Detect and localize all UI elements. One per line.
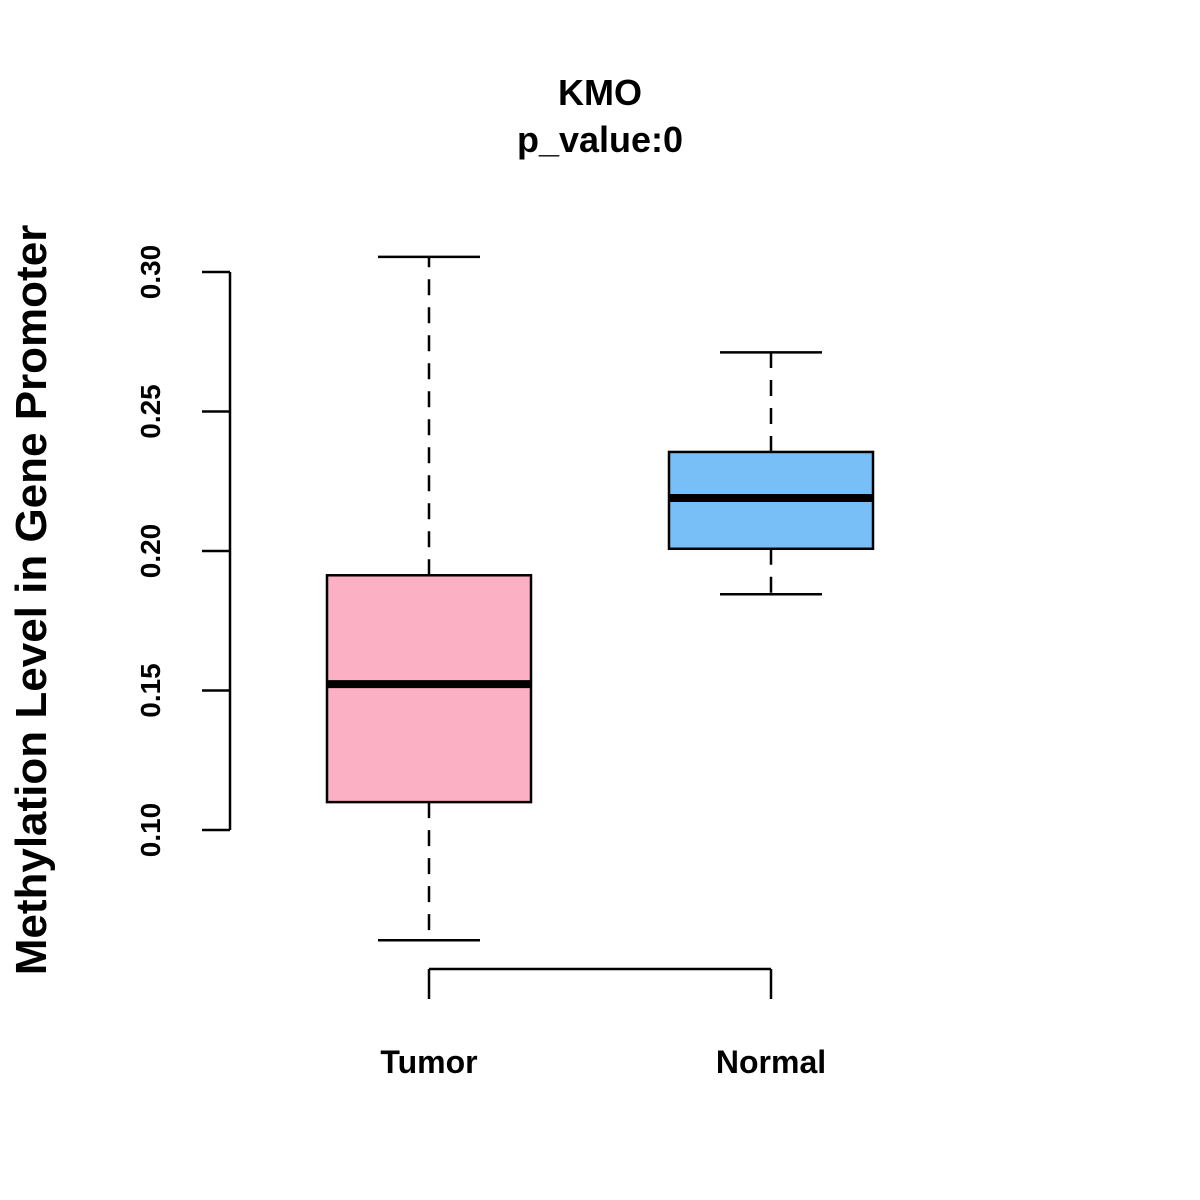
x-tick-label: Tumor <box>380 1044 477 1080</box>
box-group <box>325 255 875 942</box>
y-tick-label: 0.20 <box>135 524 166 579</box>
x-axis: Tumor Normal <box>380 967 826 1080</box>
y-axis-label: Methylation Level in Gene Promoter <box>7 225 56 976</box>
box-iqr <box>325 574 533 804</box>
x-tick-label: Normal <box>716 1044 826 1080</box>
chart-title: KMO <box>558 72 642 113</box>
chart-subtitle: p_value:0 <box>517 119 683 160</box>
box-tumor <box>325 255 533 942</box>
y-tick-label: 0.25 <box>135 384 166 439</box>
box-normal <box>667 351 875 596</box>
y-tick-label: 0.10 <box>135 803 166 858</box>
y-tick-label: 0.15 <box>135 663 166 718</box>
y-tick-label: 0.30 <box>135 245 166 300</box>
y-axis: 0.10 0.15 0.20 0.25 0.30 <box>135 245 232 858</box>
